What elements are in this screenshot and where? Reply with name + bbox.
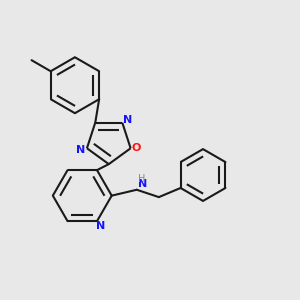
Text: H: H (138, 174, 145, 184)
Text: O: O (132, 143, 141, 153)
Text: N: N (96, 220, 105, 231)
Text: N: N (123, 115, 132, 125)
Text: N: N (76, 145, 86, 155)
Text: N: N (138, 179, 147, 189)
